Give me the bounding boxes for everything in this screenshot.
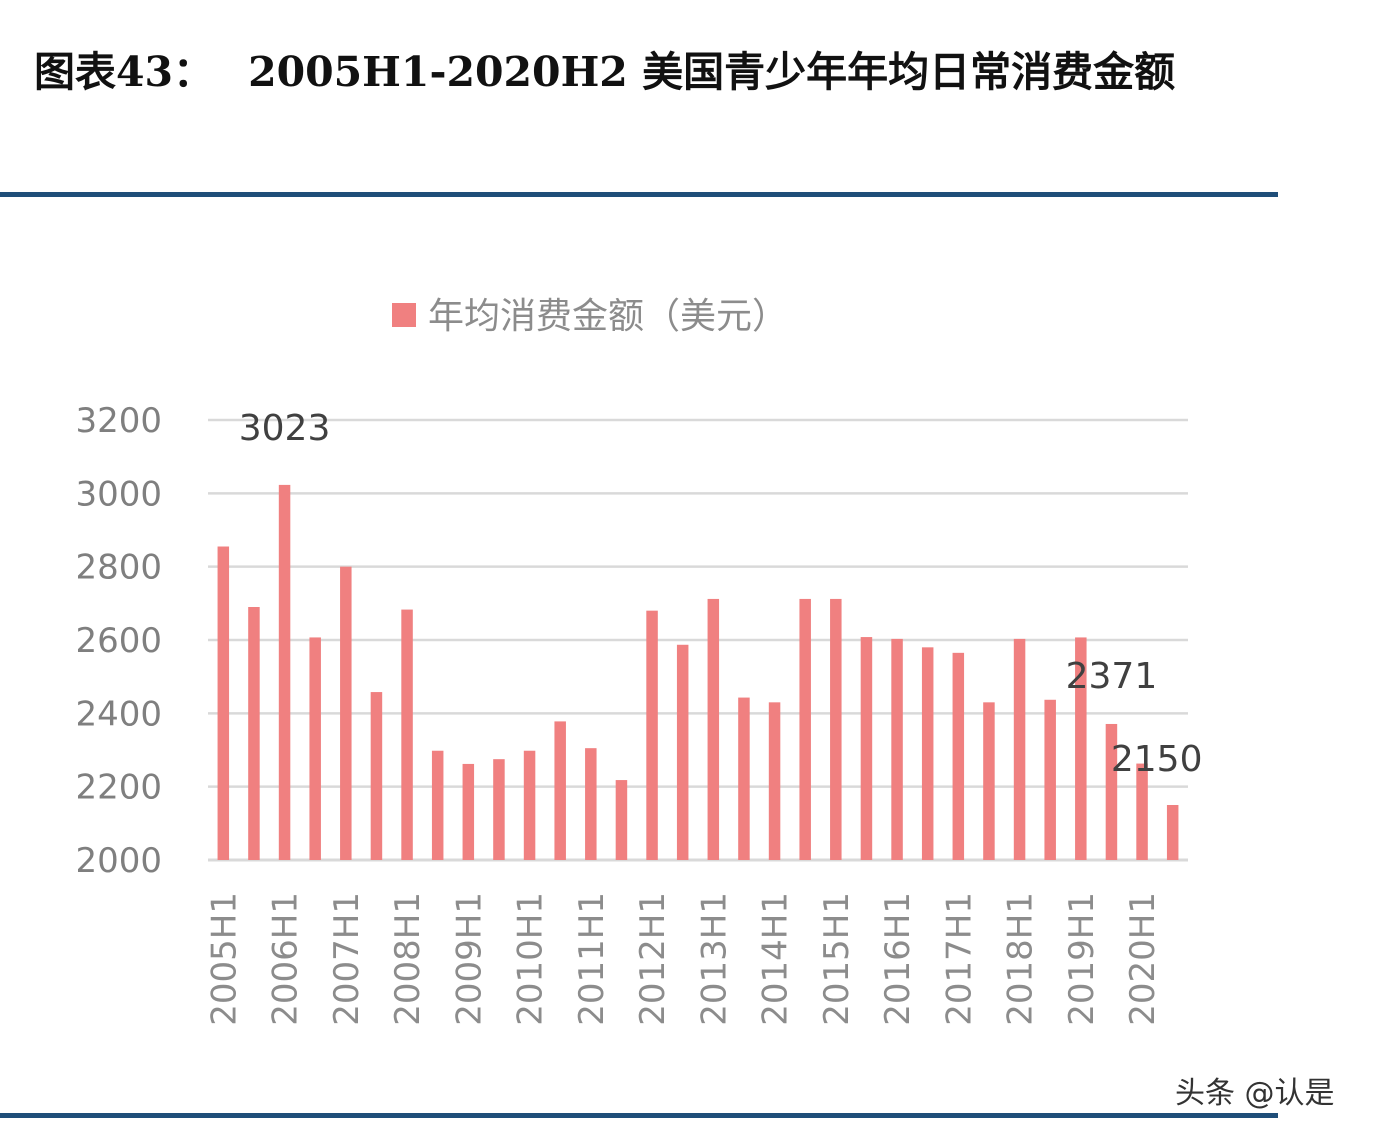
- x-tick-label: 2008H1: [388, 892, 428, 1026]
- bar-2014H2: [799, 598, 811, 860]
- bar-2019H2: [1105, 723, 1118, 860]
- bar-2017H2: [983, 702, 995, 860]
- title-main: 2005H1-2020H2 美国青少年年均日常消费金额: [248, 48, 1176, 96]
- y-tick-label: 3200: [75, 401, 162, 441]
- legend: 年均消费金额（美元）: [392, 296, 788, 337]
- data-label: 2371: [1066, 656, 1158, 697]
- bar-2007H1: [340, 566, 352, 860]
- bar-2012H2: [676, 644, 689, 860]
- bar-2018H1: [1013, 638, 1026, 860]
- data-label: 3023: [239, 408, 331, 449]
- top-rule: [0, 192, 1278, 197]
- x-tick-label: 2009H1: [449, 892, 489, 1026]
- x-tick-label: 2015H1: [817, 892, 857, 1026]
- bar-2016H2: [921, 647, 934, 860]
- bar-2019H1: [1075, 637, 1087, 860]
- x-tick-label: 2019H1: [1062, 892, 1102, 1026]
- bar-2006H1: [278, 484, 291, 860]
- x-tick-label: 2007H1: [327, 892, 367, 1026]
- bar-2011H2: [615, 780, 628, 860]
- x-tick-label: 2018H1: [1001, 892, 1041, 1026]
- x-tick-label: 2006H1: [266, 892, 306, 1026]
- bar-2018H2: [1044, 699, 1056, 860]
- x-tick-label: 2010H1: [511, 892, 551, 1026]
- bar-2009H2: [493, 759, 505, 860]
- bar-2020H2: [1166, 805, 1179, 860]
- data-label: 2150: [1111, 739, 1203, 780]
- bar-2012H1: [646, 610, 658, 860]
- bar-2010H1: [523, 750, 536, 860]
- x-tick-label: 2016H1: [878, 892, 918, 1026]
- title-prefix: 图表43：: [34, 48, 215, 96]
- x-tick-label: 2011H1: [572, 892, 612, 1026]
- bar-2013H1: [707, 598, 720, 860]
- chart-title: 图表43： 2005H1-2020H2 美国青少年年均日常消费金额: [34, 38, 1175, 98]
- bar-2015H2: [860, 637, 873, 860]
- legend-swatch: [392, 303, 416, 327]
- bar-2020H1: [1136, 763, 1148, 860]
- y-tick-label: 2600: [75, 621, 162, 661]
- x-tick-label: 2020H1: [1123, 892, 1163, 1026]
- bar-2008H1: [401, 609, 413, 860]
- bar-2009H1: [462, 763, 475, 860]
- bar-2008H2: [431, 750, 444, 860]
- watermark: 头条 @认是: [1175, 1076, 1335, 1111]
- y-tick-label: 2400: [75, 694, 162, 734]
- bar-2013H2: [738, 697, 750, 860]
- bar-2006H2: [309, 637, 321, 860]
- x-tick-label: 2012H1: [633, 892, 673, 1026]
- x-tick-label: 2017H1: [939, 892, 979, 1026]
- x-tick-label: 2013H1: [694, 892, 734, 1026]
- bar-2005H2: [248, 607, 260, 860]
- bar-2017H1: [952, 652, 965, 860]
- y-tick-label: 2800: [75, 548, 162, 588]
- bar-2015H1: [830, 598, 842, 860]
- bar-2014H1: [768, 702, 781, 860]
- bar-2005H1: [217, 546, 230, 860]
- bottom-rule: [0, 1113, 1278, 1118]
- bar-2011H1: [585, 748, 597, 860]
- y-tick-label: 2200: [75, 768, 162, 808]
- x-tick-label: 2014H1: [756, 892, 796, 1026]
- bar-2010H2: [554, 721, 566, 860]
- bar-2016H1: [891, 638, 903, 860]
- bar-2007H2: [370, 692, 383, 860]
- y-tick-label: 3000: [75, 474, 162, 514]
- x-tick-label: 2005H1: [204, 892, 244, 1026]
- y-tick-label: 2000: [75, 841, 162, 881]
- legend-label: 年均消费金额（美元）: [428, 296, 788, 337]
